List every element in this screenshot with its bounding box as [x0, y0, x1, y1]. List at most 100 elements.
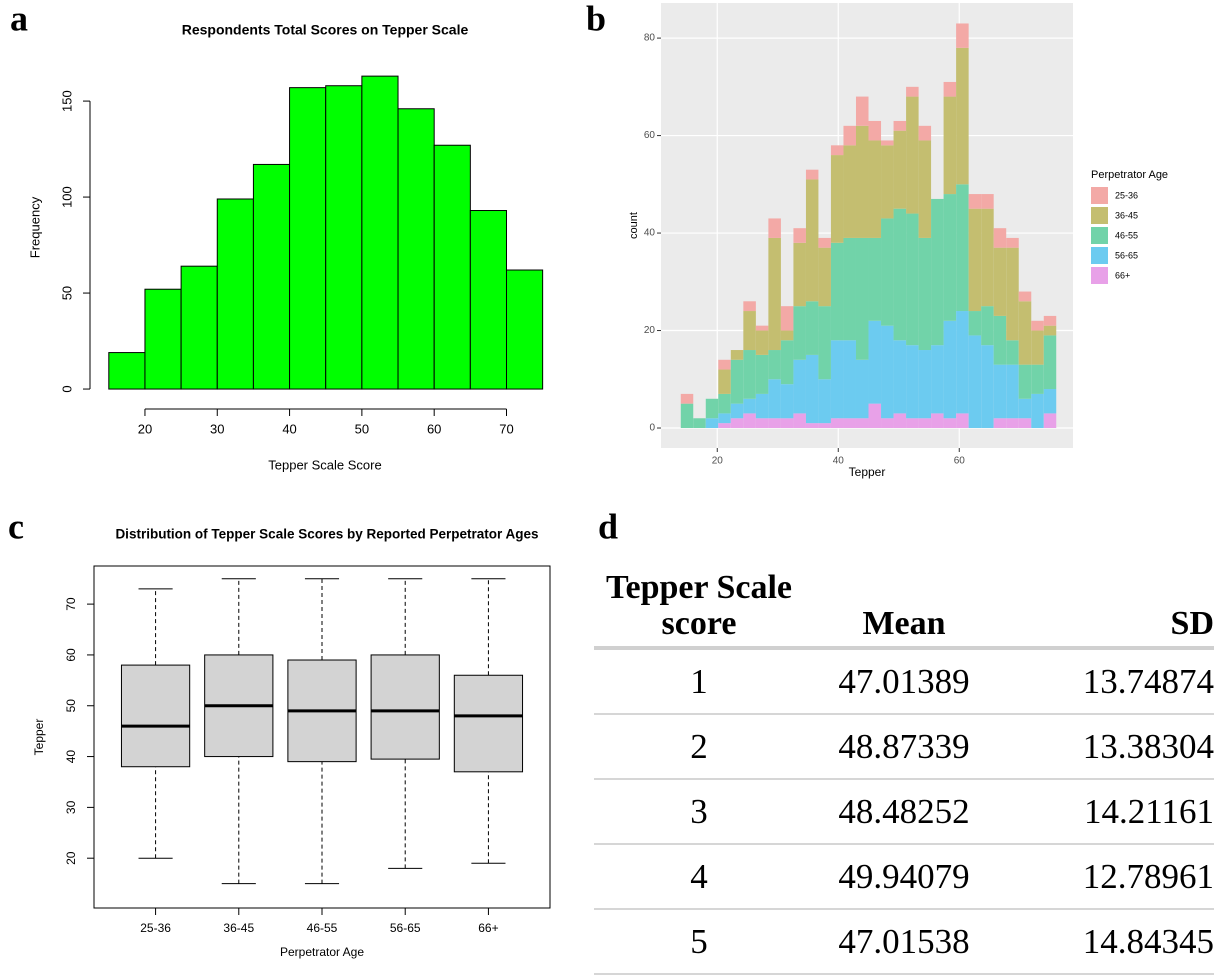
bar-segment: [680, 403, 694, 429]
bar-segment: [993, 247, 1007, 316]
bar-segment: [1006, 247, 1019, 341]
bar-segment: [1031, 364, 1044, 394]
table-cell: 1: [690, 661, 708, 701]
legend-swatch: [1091, 227, 1108, 244]
bar: [325, 85, 363, 390]
bar-segment: [843, 418, 856, 429]
bar-segment: [768, 218, 781, 238]
bar-segment: [818, 379, 831, 424]
x-tick-label: 20: [138, 421, 152, 436]
legend-label: 25-36: [1115, 190, 1138, 200]
bar-segment: [830, 145, 844, 156]
bar-segment: [981, 345, 994, 429]
bar-segment: [843, 237, 856, 341]
bar-segment: [968, 208, 982, 312]
x-tick-label: 66+: [478, 921, 498, 935]
legend-label: 46-55: [1115, 230, 1138, 240]
y-tick-label: 50: [59, 286, 74, 300]
plot-frame: [93, 565, 551, 909]
bar-segment: [918, 125, 932, 141]
bar-segment: [743, 311, 756, 351]
table-row: 3 48.48252 14.21161: [594, 780, 1214, 845]
table-cell: 49.94079: [838, 856, 970, 896]
x-tick-label: 40: [833, 456, 845, 467]
y-tick-label: 20: [644, 325, 656, 336]
bar-segment: [780, 330, 794, 341]
bar-segment: [956, 311, 969, 414]
bar-segment: [943, 194, 957, 321]
y-tick-label: 40: [644, 228, 656, 239]
table-cell: 47.01538: [838, 921, 970, 961]
bar-segment: [1043, 325, 1057, 336]
x-tick-label: 25-36: [140, 921, 171, 935]
bar-segment: [956, 47, 969, 185]
bar-segment: [780, 418, 794, 429]
bar-segment: [956, 184, 969, 312]
box: [453, 674, 524, 773]
bar-segment: [755, 354, 769, 394]
table-row: 1 47.01389 13.74874: [594, 650, 1214, 715]
y-tick-label: 60: [64, 648, 78, 662]
bar: [289, 87, 327, 390]
bar-segment: [1043, 389, 1057, 414]
bar-segment: [755, 330, 769, 355]
bar-segment: [855, 418, 869, 429]
bar-segment: [1006, 364, 1019, 419]
bar-segment: [718, 423, 731, 429]
bar-segment: [805, 423, 819, 429]
bar-segment: [793, 306, 806, 360]
bar-segment: [956, 23, 969, 48]
x-tick-label: 70: [499, 421, 513, 436]
bar-segment: [981, 306, 994, 346]
bar-segment: [768, 379, 781, 419]
table-cell: 13.38304: [1082, 726, 1214, 766]
bar-segment: [1043, 315, 1057, 326]
bar-segment: [768, 237, 781, 351]
table: Tepper Scale score Mean SD 1 47.01389 13.7487…: [594, 552, 1214, 975]
bar-segment: [1018, 398, 1032, 419]
header-cell: SD: [1170, 605, 1214, 642]
table-row: 2 48.87339 13.38304: [594, 715, 1214, 780]
bar: [216, 198, 254, 390]
bar-segment: [993, 418, 1007, 429]
table-cell: 3: [690, 791, 708, 831]
chart-title: Distribution of Tepper Scale Scores by R…: [115, 527, 538, 542]
bar-segment: [743, 398, 756, 414]
bar-segment: [730, 418, 744, 429]
bar-segment: [780, 340, 794, 385]
bar-segment: [931, 198, 944, 346]
bar-segment: [830, 340, 844, 419]
table-cell: 47.01389: [838, 661, 970, 701]
bar-segment: [843, 145, 856, 238]
x-tick-label: 30: [210, 421, 224, 436]
bar-segment: [743, 350, 756, 399]
y-axis-label: Tepper: [32, 719, 46, 756]
bar-segment: [1006, 418, 1019, 429]
bar-segment: [943, 96, 957, 195]
x-axis-label: Tepper: [849, 465, 886, 479]
bar: [433, 144, 471, 390]
bar-segment: [805, 301, 819, 355]
header-cell: Mean: [862, 605, 946, 642]
bar-segment: [843, 340, 856, 419]
bar-segment: [843, 125, 856, 146]
y-tick-label: 100: [59, 186, 74, 208]
bar-segment: [868, 403, 882, 429]
bar-segment: [1031, 320, 1044, 331]
bar-segment: [1006, 237, 1019, 248]
y-tick-label: 60: [644, 130, 656, 141]
bar-segment: [855, 96, 869, 126]
bar-segment: [818, 247, 831, 307]
y-tick-label: 40: [64, 750, 78, 764]
bar: [361, 75, 399, 390]
bar-segment: [793, 359, 806, 414]
x-tick-label: 60: [954, 456, 966, 467]
bar-segment: [893, 120, 907, 131]
bar-segment: [1043, 413, 1057, 429]
bar-segment: [981, 194, 994, 209]
table-cell: 14.84345: [1082, 921, 1214, 961]
bar-segment: [956, 413, 969, 429]
bar-segment: [793, 228, 806, 243]
